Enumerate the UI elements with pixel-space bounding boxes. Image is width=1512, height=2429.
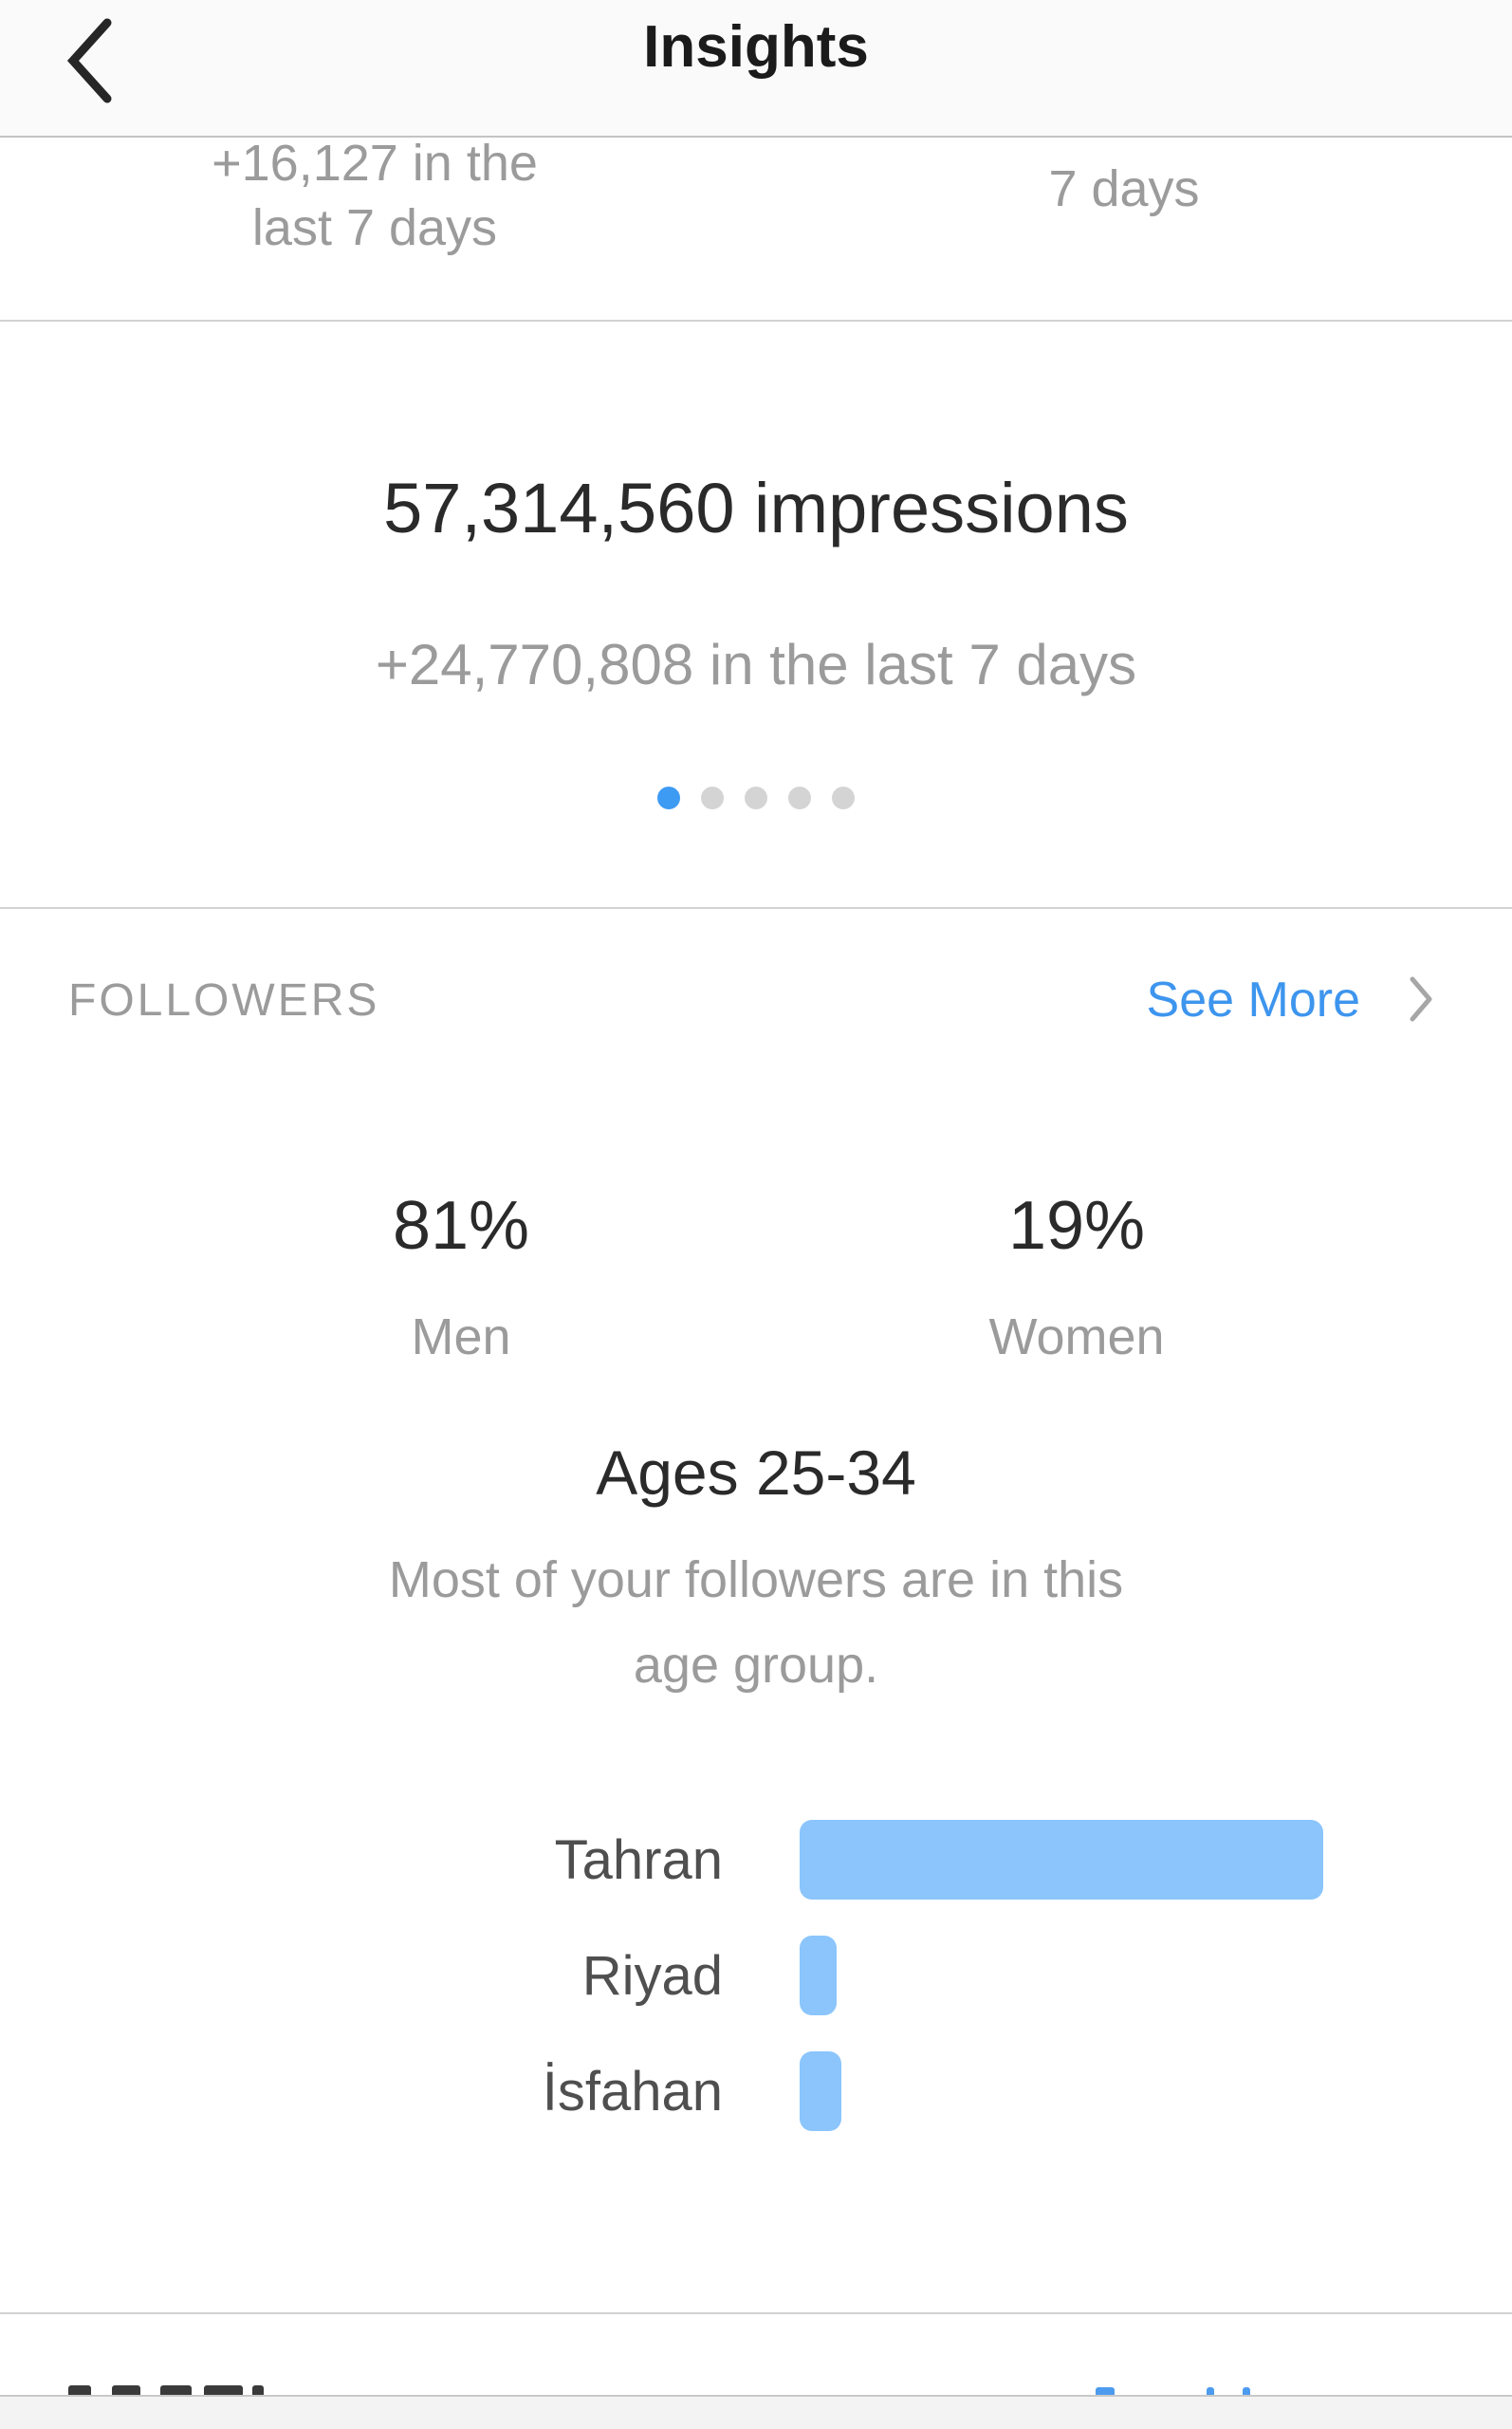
page-title: Insights — [643, 14, 869, 80]
divider — [0, 907, 1512, 909]
clipped-link-fragment — [1243, 2387, 1250, 2397]
location-bar — [800, 1936, 837, 2015]
location-row-riyad: Riyad — [0, 1936, 1512, 2015]
age-note-line2: age group. — [633, 1637, 879, 1694]
carousel-dot[interactable] — [701, 787, 724, 809]
carousel-dots[interactable] — [0, 787, 1512, 809]
nav-bar: Insights — [0, 0, 1512, 138]
see-more-label: See More — [1146, 973, 1360, 1028]
carousel-dot[interactable] — [745, 787, 767, 809]
period-selector[interactable]: 7 days — [1048, 160, 1200, 217]
location-label: Tahran — [554, 1828, 723, 1891]
clipped-link-fragment — [1207, 2387, 1214, 2397]
impressions-headline: 57,314,560 impressions — [383, 469, 1129, 547]
clipped-text-fragment — [68, 2385, 91, 2395]
clipped-text-fragment — [204, 2385, 243, 2395]
followers-delta-line1: +16,127 in the — [212, 135, 538, 192]
gender-women-column: 19% Women — [839, 1190, 1314, 1366]
location-row-i̇sfahan: İsfahan — [0, 2051, 1512, 2131]
clipped-text-fragment — [252, 2385, 264, 2395]
women-percent: 19% — [1007, 1188, 1146, 1264]
location-label: Riyad — [581, 1944, 723, 2007]
carousel-dot-active[interactable] — [657, 787, 680, 809]
chevron-left-icon — [64, 17, 115, 107]
followers-section-title: FOLLOWERS — [68, 974, 380, 1026]
location-row-tahran: Tahran — [0, 1820, 1512, 1900]
followers-delta-line2: last 7 days — [251, 199, 498, 256]
clipped-text-fragment — [112, 2385, 140, 2395]
followers-section-header: FOLLOWERS See More — [0, 966, 1512, 1034]
age-headline: Ages 25-34 — [596, 1437, 916, 1508]
location-bar — [800, 1820, 1323, 1900]
men-percent: 81% — [392, 1188, 530, 1264]
gender-men-column: 81% Men — [224, 1190, 698, 1366]
clipped-link-fragment — [1096, 2387, 1115, 2397]
clipped-text-fragment — [160, 2385, 192, 2395]
age-note-line1: Most of your followers are in this — [388, 1551, 1124, 1608]
bottom-strip — [0, 2395, 1512, 2429]
gender-split: 81% Men 19% Women — [0, 1190, 1512, 1408]
women-label: Women — [988, 1308, 1165, 1365]
divider — [0, 2312, 1512, 2314]
chevron-right-icon — [1408, 975, 1434, 1026]
see-more-button[interactable]: See More — [1147, 972, 1434, 1029]
location-label: İsfahan — [542, 2060, 723, 2123]
carousel-dot[interactable] — [788, 787, 811, 809]
men-label: Men — [411, 1308, 511, 1365]
divider — [0, 320, 1512, 322]
back-button[interactable] — [42, 0, 137, 123]
followers-delta-text: +16,127 in the last 7 days — [0, 131, 749, 260]
carousel-dot[interactable] — [832, 787, 855, 809]
age-note: Most of your followers are in this age g… — [0, 1537, 1512, 1708]
location-bar — [800, 2051, 841, 2131]
impressions-delta: +24,770,808 in the last 7 days — [375, 633, 1137, 696]
